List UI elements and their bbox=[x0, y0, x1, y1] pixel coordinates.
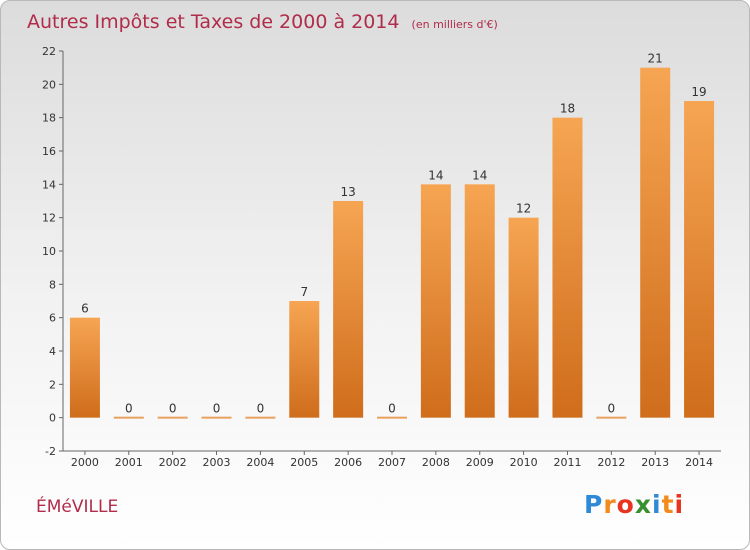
chart-title-text: Autres Impôts et Taxes de 2000 à 2014 bbox=[27, 11, 400, 33]
bar-value-label: 14 bbox=[472, 168, 487, 182]
x-tick-label: 2005 bbox=[290, 456, 318, 469]
x-tick-label: 2012 bbox=[597, 456, 625, 469]
bar bbox=[289, 301, 320, 418]
x-tick-label: 2004 bbox=[246, 456, 274, 469]
y-tick-label: 20 bbox=[42, 78, 56, 91]
y-tick-label: -2 bbox=[45, 445, 56, 458]
x-tick-label: 2006 bbox=[334, 456, 362, 469]
bar-value-label: 21 bbox=[648, 52, 663, 66]
y-tick-label: 14 bbox=[42, 178, 56, 191]
bar bbox=[508, 217, 539, 418]
x-tick-label: 2014 bbox=[685, 456, 713, 469]
bar-value-label: 6 bbox=[81, 302, 89, 316]
x-tick-label: 2001 bbox=[115, 456, 143, 469]
chart-axes: -2 0 2 4 6 8 10 12 14 16 18 20 22 2000 2001 2002 2003 200… bbox=[42, 45, 721, 469]
bar-value-label: 19 bbox=[691, 85, 706, 99]
bar-value-label: 14 bbox=[428, 168, 443, 182]
bar bbox=[377, 416, 407, 419]
bar bbox=[552, 117, 583, 418]
x-tick-label: 2007 bbox=[378, 456, 406, 469]
y-tick-label: 22 bbox=[42, 45, 56, 58]
bar bbox=[333, 201, 364, 418]
logo-letter: t bbox=[661, 490, 675, 519]
x-tick-label: 2011 bbox=[553, 456, 581, 469]
bar bbox=[464, 184, 495, 418]
chart-value-labels: 6 0 0 0 0 7 13 0 14 14 12 18 0 21 19 bbox=[81, 52, 707, 416]
bar-value-label: 7 bbox=[300, 285, 308, 299]
proxiti-logo[interactable]: Proxiti bbox=[584, 490, 684, 519]
bar-value-label: 13 bbox=[340, 185, 355, 199]
bar bbox=[596, 416, 627, 419]
bar bbox=[640, 67, 671, 418]
y-tick-label: 6 bbox=[49, 312, 56, 325]
y-tick-label: 0 bbox=[49, 412, 56, 425]
logo-letter: P bbox=[584, 490, 604, 519]
bar bbox=[420, 184, 451, 418]
logo-letter: x bbox=[634, 490, 652, 519]
y-tick-label: 16 bbox=[42, 145, 56, 158]
y-tick-label: 2 bbox=[49, 378, 56, 391]
bar-value-label: 0 bbox=[213, 402, 221, 416]
bar bbox=[684, 101, 715, 418]
commune-name: ÉMéVILLE bbox=[36, 497, 119, 517]
logo-letter: o bbox=[616, 490, 635, 519]
y-tick-label: 18 bbox=[42, 112, 56, 125]
x-tick-label: 2009 bbox=[466, 456, 494, 469]
bar-value-label: 0 bbox=[608, 402, 616, 416]
bar bbox=[245, 416, 276, 419]
y-tick-label: 8 bbox=[49, 278, 56, 291]
bar-value-label: 18 bbox=[560, 102, 575, 116]
bar bbox=[113, 416, 144, 419]
bar bbox=[157, 416, 188, 419]
x-tick-label: 2010 bbox=[510, 456, 538, 469]
logo-letter: i bbox=[652, 490, 662, 519]
bar bbox=[69, 317, 100, 418]
logo-letter: r bbox=[603, 490, 617, 519]
chart-title: Autres Impôts et Taxes de 2000 à 2014 (e… bbox=[27, 11, 498, 33]
x-tick-label: 2008 bbox=[422, 456, 450, 469]
bar-value-label: 0 bbox=[125, 402, 133, 416]
bar-value-label: 0 bbox=[257, 402, 265, 416]
x-tick-label: 2002 bbox=[159, 456, 187, 469]
bar-value-label: 0 bbox=[388, 402, 396, 416]
bar bbox=[201, 416, 232, 419]
chart-unit: (en milliers d'€) bbox=[412, 18, 498, 31]
y-tick-label: 4 bbox=[49, 345, 56, 358]
x-tick-label: 2003 bbox=[203, 456, 231, 469]
logo-letter: i bbox=[674, 490, 685, 519]
y-tick-label: 10 bbox=[42, 245, 56, 258]
y-tick-label: 12 bbox=[42, 212, 56, 225]
bar-value-label: 12 bbox=[516, 202, 531, 216]
bar-value-label: 0 bbox=[169, 402, 177, 416]
x-tick-label: 2013 bbox=[641, 456, 669, 469]
chart-bars bbox=[69, 67, 715, 419]
x-tick-label: 2000 bbox=[71, 456, 99, 469]
